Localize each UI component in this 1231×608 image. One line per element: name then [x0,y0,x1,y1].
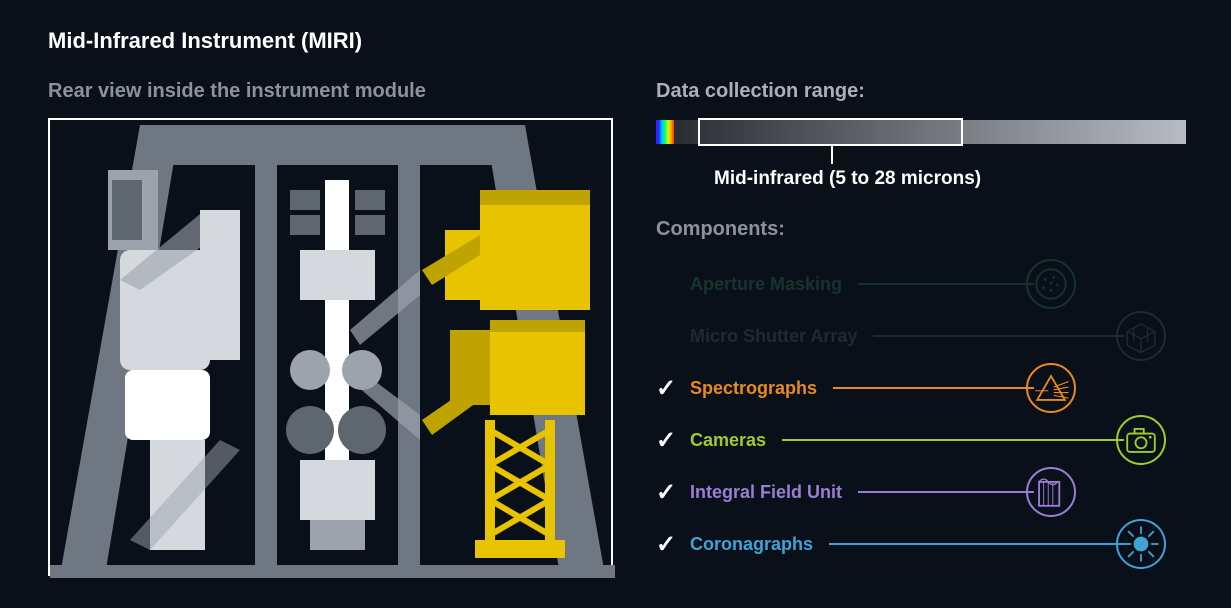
check-icon: ✓ [656,426,690,455]
component-label: Spectrographs [690,378,817,399]
component-icon [1116,311,1166,361]
connector-line [858,283,1034,285]
component-label: Coronagraphs [690,534,813,555]
component-row: ✓ Coronagraphs [656,518,1196,570]
check-icon: ✓ [656,374,690,403]
component-row: ✓ Cameras [656,414,1196,466]
range-caption: Mid-infrared (5 to 28 microns) [714,168,981,190]
component-label: Aperture Masking [690,274,842,295]
component-icon [1116,415,1166,465]
check-icon: ✓ [656,530,690,559]
component-icon [1026,467,1076,517]
component-label: Integral Field Unit [690,482,842,503]
connector-line [833,387,1034,389]
component-row: ✓ Integral Field Unit [656,466,1196,518]
range-tick [831,144,833,164]
check-icon: ✓ [656,478,690,507]
component-row: Micro Shutter Array [656,310,1196,362]
connector-line [829,543,1124,545]
connector-line [782,439,1124,441]
connector-line [873,335,1124,337]
visible-spectrum [656,120,674,144]
component-row: Aperture Masking [656,258,1196,310]
component-label: Micro Shutter Array [690,326,857,347]
diagram-subtitle: Rear view inside the instrument module [48,80,426,103]
components-list: Aperture Masking Micro Shutter Array ✓ S… [656,258,1196,570]
range-label: Data collection range: [656,80,865,103]
instrument-svg [50,120,615,578]
range-highlight [698,118,963,146]
component-label: Cameras [690,430,766,451]
connector-line [858,491,1034,493]
component-row: ✓ Spectrographs [656,362,1196,414]
instrument-diagram [48,118,613,576]
page-title: Mid-Infrared Instrument (MIRI) [48,28,362,54]
components-heading: Components: [656,218,785,241]
spectrum-bar [656,120,1186,144]
component-icon [1116,519,1166,569]
component-icon [1026,259,1076,309]
component-icon [1026,363,1076,413]
